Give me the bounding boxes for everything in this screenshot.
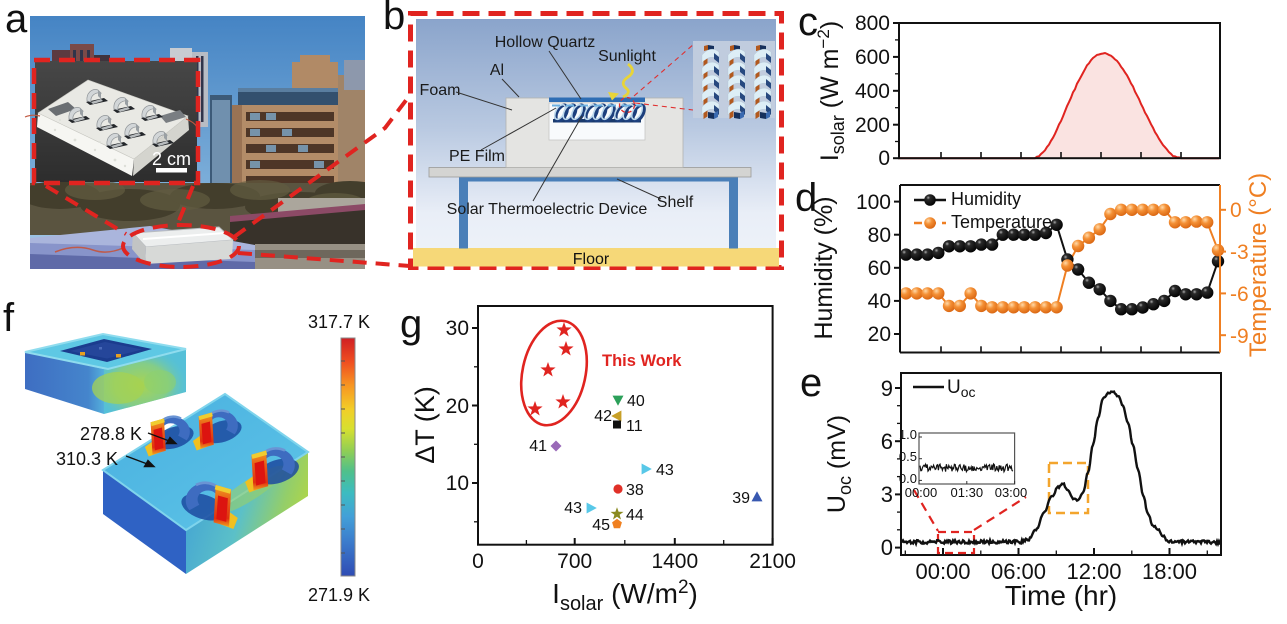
svg-text:310.3 K: 310.3 K bbox=[56, 449, 118, 469]
svg-text:39: 39 bbox=[732, 490, 750, 507]
svg-text:400: 400 bbox=[855, 80, 890, 103]
svg-text:00:00: 00:00 bbox=[905, 485, 938, 500]
svg-text:f: f bbox=[3, 296, 15, 340]
svg-text:Humidity (%): Humidity (%) bbox=[810, 196, 838, 339]
svg-text:12:00: 12:00 bbox=[1066, 559, 1121, 584]
svg-text:b: b bbox=[383, 0, 405, 38]
svg-text:0: 0 bbox=[1230, 199, 1242, 222]
svg-text:2 cm: 2 cm bbox=[152, 149, 191, 169]
svg-text:-6: -6 bbox=[1230, 283, 1249, 306]
svg-text:44: 44 bbox=[626, 507, 644, 524]
svg-text:40: 40 bbox=[868, 290, 891, 313]
svg-text:38: 38 bbox=[626, 482, 644, 499]
svg-text:c: c bbox=[798, 0, 818, 44]
svg-text:18:00: 18:00 bbox=[1142, 559, 1197, 584]
svg-text:41: 41 bbox=[529, 438, 547, 455]
svg-text:Uoc: Uoc bbox=[947, 377, 976, 400]
svg-text:200: 200 bbox=[855, 114, 890, 137]
svg-text:1.0: 1.0 bbox=[899, 427, 917, 442]
svg-text:e: e bbox=[800, 361, 822, 405]
svg-text:1400: 1400 bbox=[651, 550, 698, 573]
svg-text:This Work: This Work bbox=[602, 352, 682, 370]
svg-text:Al: Al bbox=[490, 62, 504, 79]
svg-text:0.0: 0.0 bbox=[899, 471, 917, 486]
svg-text:43: 43 bbox=[656, 462, 674, 479]
svg-text:Humidity: Humidity bbox=[951, 189, 1021, 209]
svg-text:-3: -3 bbox=[1230, 241, 1249, 264]
svg-text:317.7 K: 317.7 K bbox=[308, 312, 370, 332]
svg-text:6: 6 bbox=[881, 429, 893, 454]
svg-text:PE Film: PE Film bbox=[449, 148, 505, 165]
svg-text:Temperature: Temperature bbox=[951, 212, 1052, 232]
svg-text:0.5: 0.5 bbox=[899, 449, 917, 464]
svg-text:0: 0 bbox=[881, 535, 893, 560]
svg-text:03:00: 03:00 bbox=[995, 485, 1028, 500]
svg-text:80: 80 bbox=[868, 224, 891, 247]
svg-text:00:00: 00:00 bbox=[915, 559, 970, 584]
svg-text:Foam: Foam bbox=[420, 82, 461, 99]
svg-text:278.8 K: 278.8 K bbox=[80, 424, 142, 444]
svg-text:Floor: Floor bbox=[573, 251, 610, 268]
svg-text:Shelf: Shelf bbox=[657, 194, 694, 211]
svg-text:9: 9 bbox=[881, 376, 893, 401]
svg-text:271.9 K: 271.9 K bbox=[308, 585, 370, 605]
svg-text:11: 11 bbox=[626, 418, 643, 435]
svg-text:800: 800 bbox=[855, 12, 890, 35]
svg-text:Uoc (mV): Uoc (mV) bbox=[823, 415, 855, 513]
svg-text:Solar Thermoelectric Device: Solar Thermoelectric Device bbox=[447, 201, 648, 218]
svg-text:45: 45 bbox=[592, 517, 610, 534]
svg-text:700: 700 bbox=[557, 550, 592, 573]
svg-text:43: 43 bbox=[564, 500, 582, 517]
svg-text:Isolar (W/m2): Isolar (W/m2) bbox=[552, 577, 698, 615]
svg-text:d: d bbox=[795, 176, 817, 220]
svg-text:06:00: 06:00 bbox=[991, 559, 1046, 584]
svg-text:Isolar (W m−2): Isolar (W m−2) bbox=[814, 21, 848, 161]
svg-text:3: 3 bbox=[881, 482, 893, 507]
svg-text:0: 0 bbox=[472, 550, 484, 573]
svg-text:Hollow Quartz: Hollow Quartz bbox=[495, 34, 595, 51]
svg-text:a: a bbox=[5, 0, 28, 41]
svg-text:-9: -9 bbox=[1230, 325, 1249, 348]
svg-text:g: g bbox=[400, 302, 422, 346]
svg-text:20: 20 bbox=[446, 395, 469, 418]
svg-text:40: 40 bbox=[627, 393, 645, 410]
svg-text:0: 0 bbox=[878, 147, 890, 170]
svg-text:Temperature (°C): Temperature (°C) bbox=[1245, 173, 1272, 357]
svg-text:10: 10 bbox=[446, 472, 469, 495]
svg-text:Time (hr): Time (hr) bbox=[1005, 580, 1118, 611]
svg-text:100: 100 bbox=[856, 191, 891, 214]
svg-text:30: 30 bbox=[446, 317, 469, 340]
svg-text:60: 60 bbox=[868, 257, 891, 280]
svg-text:20: 20 bbox=[868, 323, 891, 346]
svg-text:42: 42 bbox=[594, 408, 612, 425]
svg-text:01:30: 01:30 bbox=[951, 485, 984, 500]
svg-text:2100: 2100 bbox=[749, 550, 796, 573]
svg-text:Sunlight: Sunlight bbox=[598, 48, 656, 65]
svg-text:600: 600 bbox=[855, 46, 890, 69]
svg-text:ΔT (K): ΔT (K) bbox=[410, 386, 440, 464]
